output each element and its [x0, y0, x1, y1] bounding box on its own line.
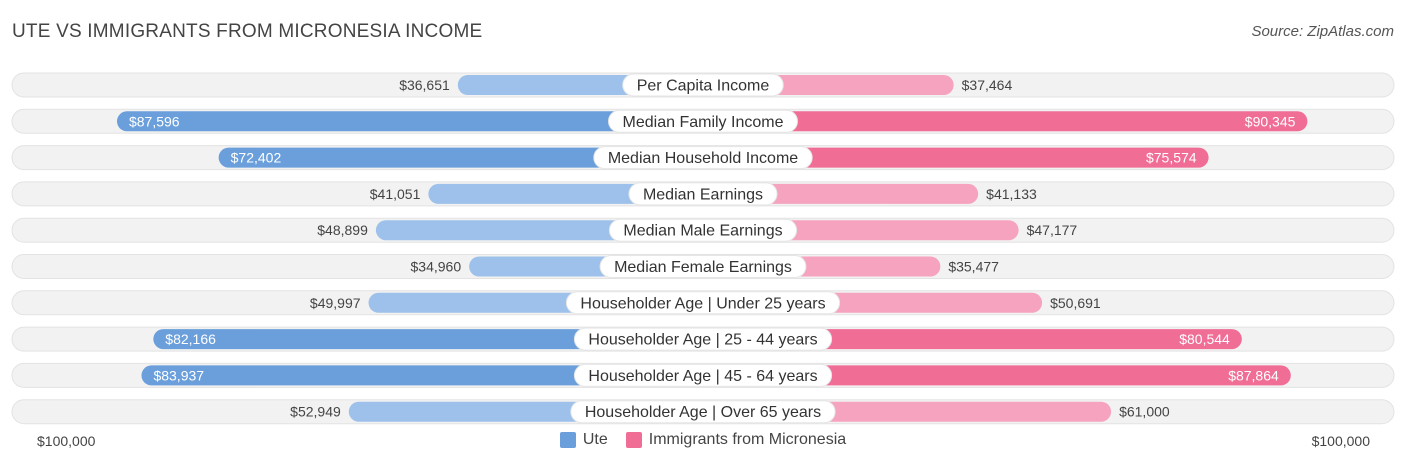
value-label-immigrants-median-female-earnings: $35,477 — [948, 259, 999, 275]
legend-label-immigrants-from-micronesia: Immigrants from Micronesia — [648, 431, 847, 448]
category-pill-householder-age-over-65-years — [570, 400, 836, 424]
category-label-median-family-income: Median Family Income — [623, 114, 784, 131]
category-label-householder-age-over-65-years: Householder Age | Over 65 years — [585, 404, 821, 421]
value-label-immigrants-householder-age-over-65-years: $61,000 — [1119, 404, 1170, 420]
category-pill-per-capita-income — [622, 73, 784, 97]
legend-label-ute: Ute — [582, 431, 608, 448]
value-label-immigrants-median-earnings: $41,133 — [986, 186, 1037, 202]
category-pill-median-female-earnings — [599, 255, 807, 278]
bar-ute-householder-age-45-64-years — [141, 365, 713, 386]
category-pill-median-male-earnings — [608, 218, 798, 242]
bar-immigrants-householder-age-45-64-years — [693, 365, 1291, 386]
legend-item-ute: Ute — [559, 431, 608, 449]
value-label-ute-median-male-earnings: $48,899 — [317, 222, 368, 238]
axis-label-right: $100,000 — [1311, 433, 1370, 449]
legend: Ute Immigrants from Micronesia — [0, 431, 1406, 449]
category-label-householder-age-under-25-years: Householder Age | Under 25 years — [580, 295, 825, 312]
value-label-ute-median-female-earnings: $34,960 — [411, 259, 462, 275]
category-pill-householder-age-45-64-years — [573, 363, 833, 387]
bar-immigrants-median-household-income — [693, 147, 1209, 168]
bar-ute-householder-age-25-44-years — [153, 329, 714, 350]
value-label-ute-median-family-income: $87,596 — [129, 113, 180, 129]
category-label-median-earnings: Median Earnings — [643, 186, 763, 203]
chart-title: UTE VS IMMIGRANTS FROM MICRONESIA INCOME — [12, 21, 483, 42]
legend-item-immigrants-from-micronesia: Immigrants from Micronesia — [625, 431, 847, 449]
category-label-per-capita-income: Per Capita Income — [637, 78, 770, 95]
value-label-ute-per-capita-income: $36,651 — [399, 77, 450, 93]
value-label-immigrants-householder-age-45-64-years: $87,864 — [1228, 367, 1279, 383]
value-label-immigrants-median-male-earnings: $47,177 — [1027, 222, 1078, 238]
value-label-immigrants-householder-age-25-44-years: $80,544 — [1179, 331, 1230, 347]
category-pill-median-earnings — [628, 182, 778, 206]
category-pill-median-family-income — [608, 109, 798, 133]
category-label-householder-age-25-44-years: Householder Age | 25 - 44 years — [588, 332, 817, 349]
category-label-median-female-earnings: Median Female Earnings — [614, 259, 792, 276]
category-pill-householder-age-under-25-years — [565, 291, 841, 315]
source-label: Source: ZipAtlas.com — [1251, 23, 1394, 40]
value-label-immigrants-median-family-income: $90,345 — [1245, 113, 1296, 129]
legend-swatch-ute — [559, 432, 576, 448]
axis-label-left: $100,000 — [37, 433, 96, 449]
bar-ute-median-family-income — [116, 111, 713, 132]
value-label-ute-householder-age-under-25-years: $49,997 — [310, 295, 361, 311]
category-pill-householder-age-25-44-years — [573, 327, 833, 351]
value-label-ute-householder-age-25-44-years: $82,166 — [165, 331, 216, 347]
category-label-median-household-income: Median Household Income — [608, 150, 798, 167]
value-label-ute-householder-age-45-64-years: $83,937 — [153, 367, 204, 383]
value-label-immigrants-householder-age-under-25-years: $50,691 — [1050, 295, 1101, 311]
value-label-immigrants-per-capita-income: $37,464 — [962, 77, 1013, 93]
value-label-ute-median-household-income: $72,402 — [231, 150, 282, 166]
category-pill-median-household-income — [593, 146, 813, 170]
bar-immigrants-median-family-income — [693, 111, 1308, 132]
category-label-householder-age-45-64-years: Householder Age | 45 - 64 years — [588, 368, 817, 385]
value-label-ute-householder-age-over-65-years: $52,949 — [290, 404, 341, 420]
value-label-ute-median-earnings: $41,051 — [370, 186, 421, 202]
category-label-median-male-earnings: Median Male Earnings — [623, 223, 782, 240]
value-label-immigrants-median-household-income: $75,574 — [1146, 150, 1197, 166]
bar-ute-median-household-income — [218, 147, 713, 168]
legend-swatch-immigrants-from-micronesia — [625, 432, 642, 448]
